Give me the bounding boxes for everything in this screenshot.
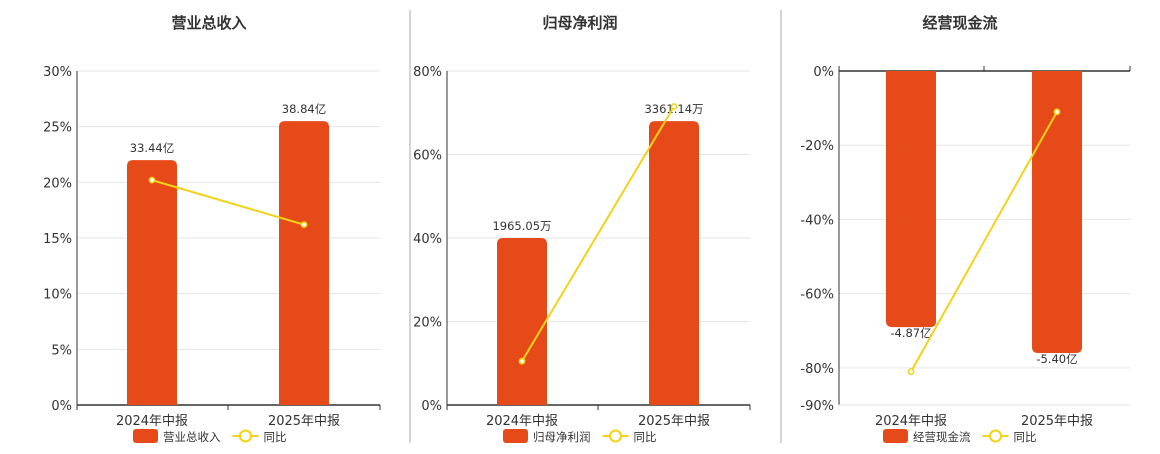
chart-title: 归母净利润 [542, 14, 617, 32]
legend-label-line: 同比 [264, 430, 287, 444]
legend-label-bar: 归母净利润 [533, 430, 591, 444]
y-tick-label: 30% [43, 65, 72, 80]
legend-swatch-bar [133, 429, 158, 443]
y-tick-label: -60% [800, 288, 834, 303]
yoy-point [907, 368, 915, 375]
legend-swatch-bar [883, 429, 908, 443]
bar [1032, 71, 1082, 354]
y-tick-label: 0% [421, 399, 442, 414]
y-tick-label: 10% [43, 288, 72, 303]
yoy-line [910, 111, 1058, 373]
x-category-label: 2025年中报 [638, 414, 710, 429]
y-tick-label: -90% [800, 399, 834, 414]
yoy-line [151, 179, 305, 226]
legend-swatch-marker [989, 429, 1002, 443]
legend-label-bar: 经营现金流 [913, 430, 971, 444]
y-tick-label: 0% [813, 65, 834, 80]
chart-panel: 归母净利润80%60%40%20%0%1965.05万3361.14万2024年… [413, 14, 751, 444]
x-category-label: 2024年中报 [486, 414, 558, 429]
x-category-label: 2025年中报 [268, 414, 340, 429]
yoy-point [1053, 108, 1061, 116]
y-tick-label: 0% [51, 399, 72, 414]
y-tick-label: -80% [800, 362, 834, 377]
y-tick-label: 15% [43, 232, 72, 247]
yoy-point [148, 176, 156, 184]
legend-label-line: 同比 [1014, 430, 1037, 444]
bar [649, 121, 699, 405]
x-category-label: 2025年中报 [1021, 414, 1093, 429]
x-category-label: 2024年中报 [116, 414, 188, 429]
chart-panel: 营业总收入 30% 25% 20% 15% 10% 5% 0% 33.44亿 38.84亿 2024… [43, 14, 381, 444]
bar [886, 71, 936, 328]
y-tick-label: 40% [413, 232, 442, 247]
y-tick-label: 80% [413, 65, 442, 80]
bar-value-label: 33.44亿 [130, 141, 174, 155]
legend-swatch-marker [609, 429, 622, 443]
legend-swatch-bar [503, 429, 528, 443]
y-tick-label: -20% [800, 139, 834, 154]
yoy-line [521, 105, 675, 362]
bar-value-label: 38.84亿 [282, 102, 326, 116]
y-tick-label: -40% [800, 213, 834, 228]
yoy-point [670, 103, 678, 110]
yoy-point [518, 357, 526, 365]
bar [127, 160, 177, 405]
y-tick-label: 60% [413, 149, 442, 164]
legend-swatch-marker [239, 429, 252, 443]
legend-label-line: 同比 [634, 430, 657, 444]
chart-panel: 经营现金流 0% -20% -40% -60% -80% -90% -4.87亿 -5.40亿 2… [800, 14, 1131, 444]
bar [279, 121, 329, 405]
bar [497, 238, 547, 405]
y-tick-label: 25% [43, 121, 72, 136]
bar-value-label: 1965.05万 [492, 219, 551, 233]
chart-title: 营业总收入 [171, 14, 246, 32]
x-category-label: 2024年中报 [875, 414, 947, 429]
y-tick-label: 20% [43, 176, 72, 191]
legend-label-bar: 营业总收入 [163, 430, 221, 444]
y-tick-label: 20% [413, 316, 442, 331]
bar-value-label: -5.40亿 [1036, 352, 1077, 366]
chart-title: 经营现金流 [922, 14, 997, 32]
yoy-point [300, 221, 308, 229]
y-tick-label: 5% [51, 343, 72, 358]
bar-value-label: -4.87亿 [890, 326, 931, 340]
